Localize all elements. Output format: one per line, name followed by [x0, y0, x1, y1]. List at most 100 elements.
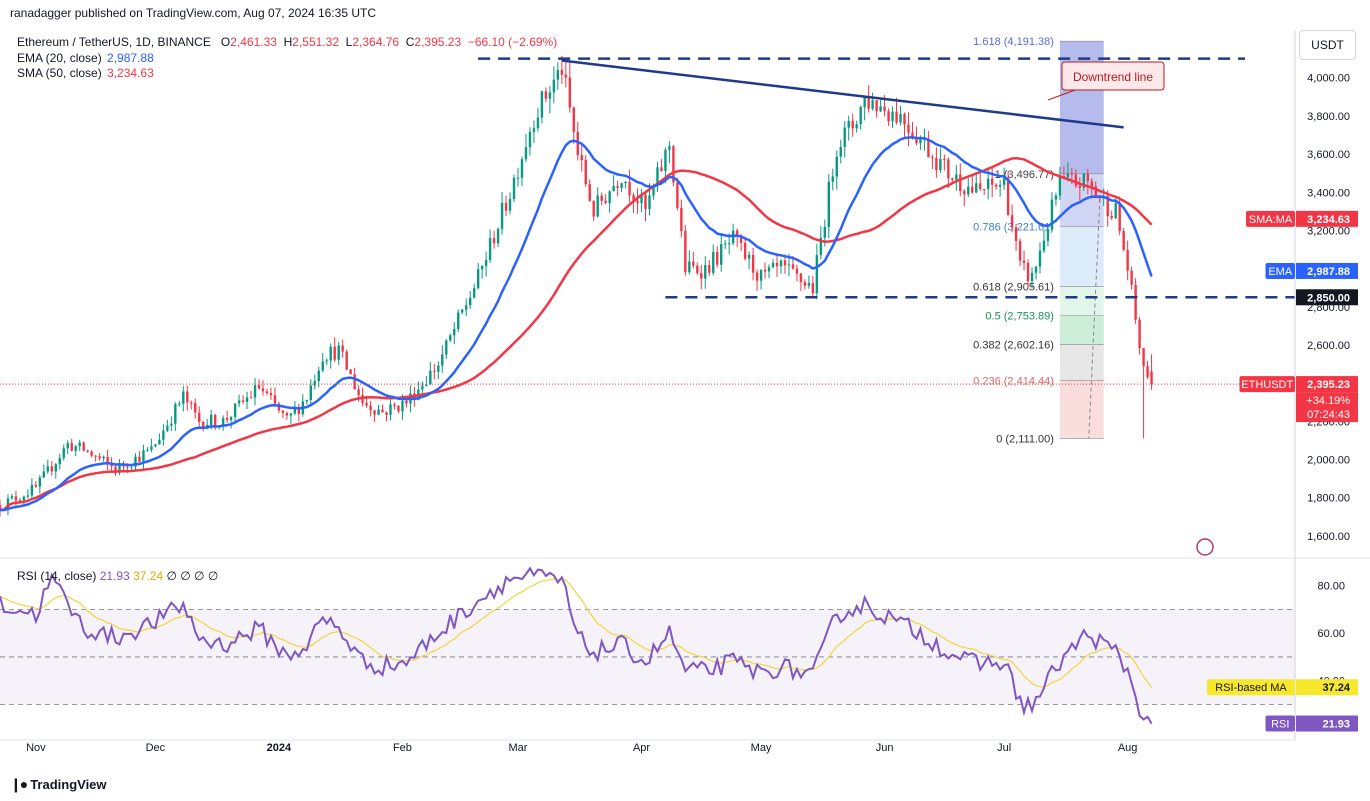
candle-body: [162, 430, 165, 440]
candle-body: [998, 184, 1002, 187]
candle-body: [552, 79, 556, 93]
candle-body: [700, 272, 703, 279]
candle-body: [855, 124, 858, 129]
candle-body: [1014, 227, 1018, 241]
candle-body: [1078, 185, 1082, 188]
rsi-ma-tag-label-bg: [1207, 679, 1295, 696]
candle-body: [134, 456, 137, 467]
candle-body: [500, 203, 504, 229]
last-price-tag-value: 2,395.23: [1307, 379, 1350, 391]
candle-body: [1030, 272, 1034, 282]
ema-tag-label: EMA: [1268, 266, 1293, 278]
candle-body: [425, 384, 428, 386]
sma-tag-label-bg: [1246, 210, 1295, 227]
ema-legend-row[interactable]: EMA (20, close) 2,987.88: [17, 51, 557, 67]
candle-body: [465, 305, 468, 310]
sma-legend-row[interactable]: SMA (50, close) 3,234.63: [17, 66, 557, 82]
rsi-line: [0, 566, 1153, 725]
candle-body: [1134, 284, 1137, 320]
candle-body: [708, 265, 711, 273]
candle-body: [544, 91, 548, 99]
candle-body: [190, 402, 193, 404]
candle-body: [26, 495, 30, 497]
candle-body: [441, 354, 444, 366]
candle-body: [70, 442, 73, 451]
candle-body: [616, 186, 619, 188]
candle-body: [106, 456, 109, 463]
downtrend-callout-box: [1061, 61, 1165, 91]
candle-body: [1138, 319, 1141, 349]
currency-unit-button[interactable]: USDT: [1299, 30, 1356, 60]
close-label: C: [405, 35, 415, 49]
candle-body: [345, 351, 348, 370]
candle-body: [74, 446, 77, 451]
fibonacci-tool: 1.618 (4,191.38) 1 (3,496.77) 0.786 (3,221…: [973, 36, 1104, 445]
rsi-band-fill: [0, 609, 1295, 705]
candle-body: [285, 412, 289, 416]
candle-body: [891, 111, 894, 122]
candle-body: [1070, 173, 1074, 175]
price-tick-label: 3,200.00: [1307, 225, 1350, 237]
candle-body: [1126, 249, 1129, 271]
candle-body: [763, 269, 767, 272]
candle-body: [353, 374, 356, 390]
candle-body: [1038, 250, 1042, 267]
candle-body: [225, 418, 229, 421]
candle-body: [644, 194, 647, 210]
candle-body: [78, 442, 81, 447]
rsi-ma-tag-label: RSI-based MA: [1215, 682, 1287, 694]
candle-body: [365, 402, 368, 406]
last-price-tag-label-bg: [1239, 376, 1295, 393]
candle-body: [895, 111, 898, 123]
candle-body: [42, 471, 46, 478]
candle-body: [664, 149, 667, 172]
candle-body: [975, 183, 978, 193]
candle-body: [174, 404, 177, 424]
candle-body: [202, 421, 205, 429]
symbol-row[interactable]: Ethereum / TetherUS, 1D, BINANCE O2,461.…: [17, 35, 557, 51]
ema-tag-value-bg: [1296, 262, 1358, 279]
candle-body: [1018, 240, 1022, 261]
candle-body: [720, 244, 723, 265]
candle-body: [939, 158, 942, 171]
candle-body: [632, 195, 635, 201]
candle-body: [484, 259, 488, 266]
candle-body: [528, 131, 532, 148]
candle-body: [401, 400, 404, 412]
candle-body: [887, 111, 890, 122]
candle-body: [369, 405, 372, 411]
ema-tag-label-bg: [1265, 262, 1295, 279]
candle-body: [652, 185, 655, 196]
candle-body: [333, 346, 336, 360]
candle-body: [86, 450, 89, 452]
candle-body: [178, 403, 181, 405]
symbol-name: Ethereum / TetherUS, 1D, BINANCE: [17, 35, 211, 49]
candle-body: [488, 238, 492, 260]
candle-body: [536, 117, 540, 129]
candle-body: [1142, 348, 1145, 367]
ema-legend-value: 2,987.88: [107, 50, 154, 65]
candle-body: [955, 174, 958, 180]
candle-body: [1094, 186, 1097, 196]
candle-body: [433, 370, 436, 372]
candle-body: [807, 283, 811, 286]
candle-body: [1130, 270, 1133, 285]
rsi-legend-label: RSI (14, close): [17, 569, 97, 583]
tradingview-brand: ❙● TradingView: [10, 776, 107, 793]
candle-body: [22, 496, 26, 501]
rsi-legend[interactable]: RSI (14, close) 21.93 37.24 ∅ ∅ ∅ ∅: [17, 569, 218, 583]
candle-body: [827, 181, 830, 227]
rsi-tick-label: 60.00: [1317, 628, 1345, 640]
fib-label: 0.382 (2,602.16): [973, 340, 1054, 352]
candle-body: [823, 226, 827, 238]
candle-body: [453, 328, 456, 336]
time-tick-label: Apr: [633, 742, 650, 754]
candle-body: [532, 128, 536, 132]
candle-body: [261, 388, 265, 392]
support-tag-value: 2,850.00: [1307, 292, 1350, 304]
candle-body: [58, 457, 61, 465]
candle-body: [182, 391, 185, 404]
candle-body: [951, 178, 954, 180]
price-tick-label: 3,600.00: [1307, 149, 1350, 161]
